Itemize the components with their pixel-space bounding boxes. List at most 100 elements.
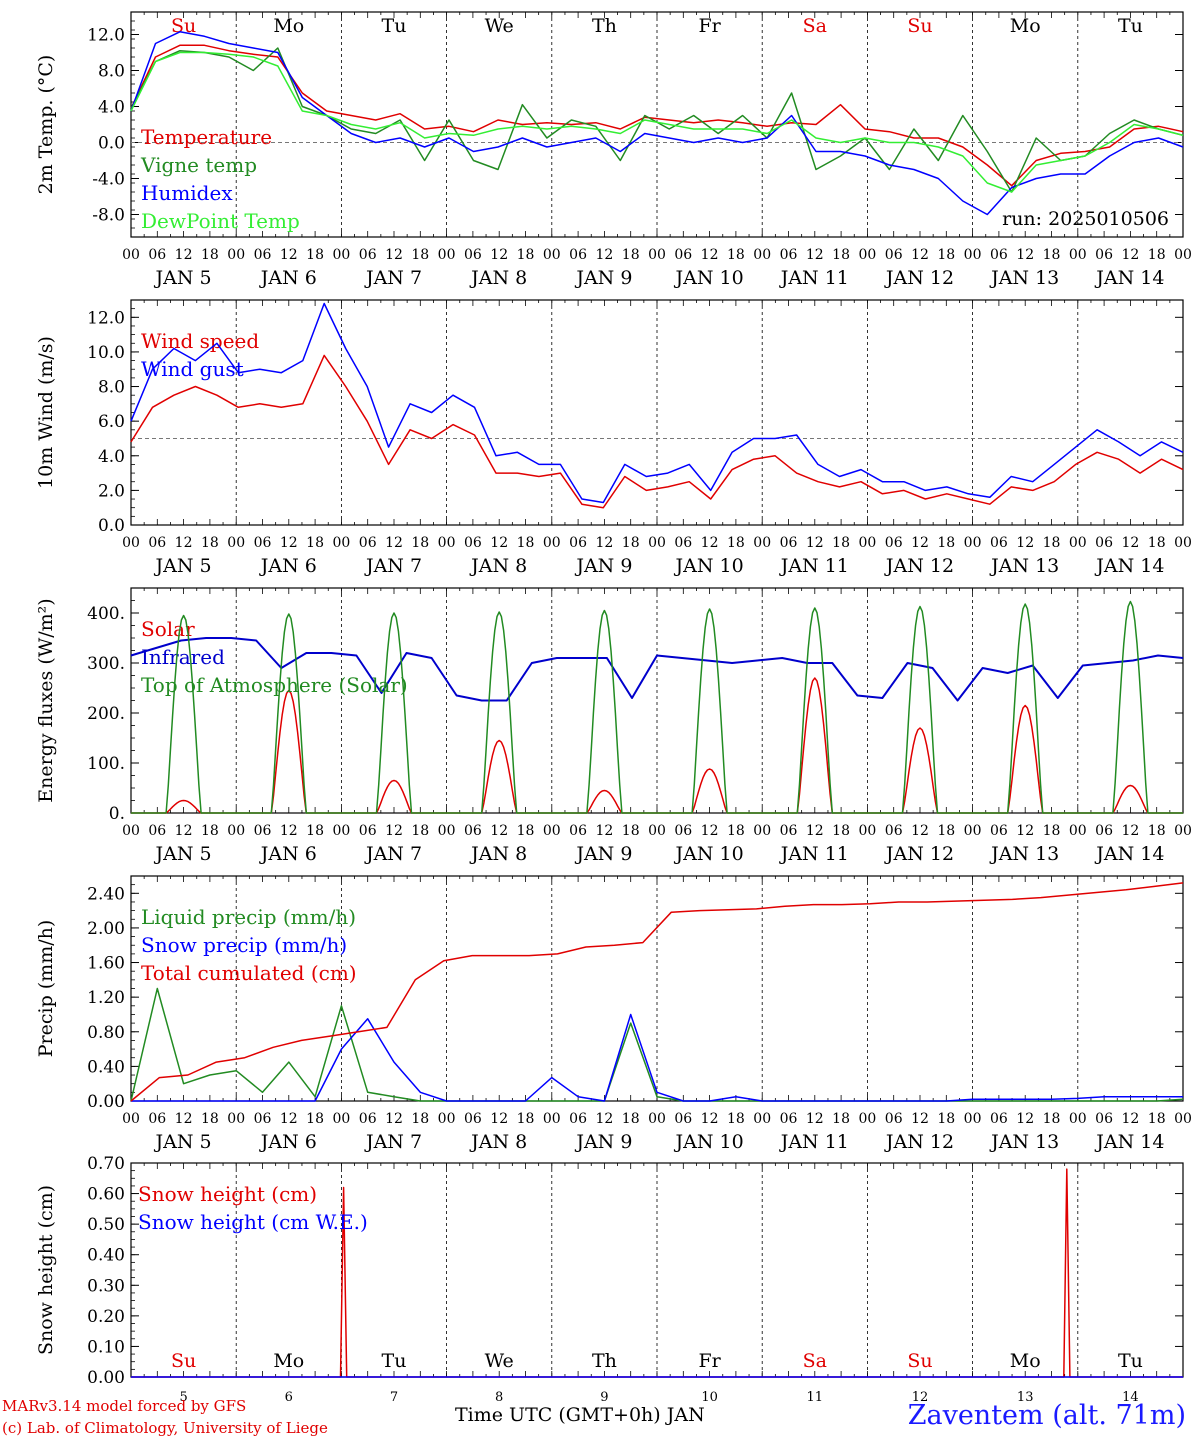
- hour-tick-label: 18: [411, 247, 429, 263]
- day-number-label: 12: [912, 1390, 929, 1405]
- hour-tick-label: 06: [1095, 535, 1113, 551]
- hour-tick-label: 06: [780, 1111, 798, 1127]
- hour-tick-label: 00: [438, 1111, 456, 1127]
- hour-tick-label: 00: [332, 823, 350, 839]
- hour-tick-label: 12: [1121, 247, 1139, 263]
- hour-tick-label: 12: [911, 1111, 929, 1127]
- y-tick-label: 400.: [87, 604, 125, 624]
- hour-tick-label: 00: [543, 535, 561, 551]
- hour-tick-label: 00: [858, 823, 876, 839]
- hour-tick-label: 00: [332, 1111, 350, 1127]
- hour-tick-label: 00: [122, 823, 140, 839]
- date-label: JAN 9: [574, 1131, 632, 1153]
- date-label: JAN 12: [884, 843, 954, 865]
- weekday-label: Th: [592, 1350, 617, 1372]
- hour-tick-label: 00: [1174, 1111, 1192, 1127]
- hour-tick-label: 18: [201, 535, 219, 551]
- date-label: JAN 9: [574, 555, 632, 577]
- panel-1: -8.0 -4.0 0.0 4.0 8.0 12.0 2m Temp. (°C) Su Mo Tu…: [35, 11, 1192, 289]
- hour-tick-label: 12: [595, 1111, 613, 1127]
- hour-tick-label: 18: [1043, 535, 1061, 551]
- hour-tick-label: 06: [990, 1111, 1008, 1127]
- hour-tick-label: 18: [1043, 823, 1061, 839]
- date-label: JAN 12: [884, 1131, 954, 1153]
- y-tick-label: 12.0: [87, 308, 125, 328]
- weekday-label: We: [485, 1350, 514, 1372]
- hour-tick-label: 06: [148, 535, 166, 551]
- hour-tick-label: 18: [937, 1111, 955, 1127]
- date-label: JAN 14: [1094, 267, 1164, 289]
- y-tick-label: -8.0: [92, 206, 125, 226]
- hour-tick-label: 00: [332, 535, 350, 551]
- hour-tick-label: 18: [832, 535, 850, 551]
- hour-tick-label: 18: [622, 535, 640, 551]
- hour-tick-label: 00: [438, 535, 456, 551]
- series-line-3: [130, 31, 1184, 216]
- panel-3: 0. 100. 200. 300. 400. Energy fluxes (W/m²) 00…: [35, 587, 1192, 865]
- hour-tick-label: 18: [1148, 247, 1166, 263]
- hour-tick-label: 06: [885, 823, 903, 839]
- hour-tick-label: 12: [911, 247, 929, 263]
- date-label: JAN 6: [259, 843, 317, 865]
- hour-tick-label: 06: [990, 247, 1008, 263]
- hour-tick-label: 18: [832, 823, 850, 839]
- series-line-3: [130, 882, 1184, 1102]
- weekday-label: We: [485, 15, 514, 37]
- hour-tick-label: 12: [385, 823, 403, 839]
- hour-tick-label: 00: [858, 1111, 876, 1127]
- hour-tick-label: 06: [674, 823, 692, 839]
- hour-tick-label: 18: [411, 823, 429, 839]
- series-line-2: [130, 637, 1184, 702]
- date-label: JAN 5: [154, 267, 212, 289]
- date-label: JAN 11: [779, 555, 849, 577]
- hour-tick-label: 06: [569, 247, 587, 263]
- hour-tick-label: 00: [858, 247, 876, 263]
- date-label: JAN 7: [364, 267, 422, 289]
- panel-5: 0.00 0.10 0.20 0.30 0.40 0.50 0.60 0.70 Snow hei…: [35, 1154, 1184, 1405]
- y-tick-label: 0.00: [87, 1368, 125, 1388]
- hour-tick-label: 12: [595, 535, 613, 551]
- hour-tick-label: 12: [175, 1111, 193, 1127]
- date-label: JAN 13: [989, 1131, 1059, 1153]
- hour-tick-label: 18: [517, 247, 535, 263]
- hour-tick-label: 00: [227, 247, 245, 263]
- hour-tick-label: 06: [254, 823, 272, 839]
- date-label: JAN 11: [779, 267, 849, 289]
- y-tick-label: 0.10: [87, 1337, 125, 1357]
- panel-4: 0.00 0.40 0.80 1.20 1.60 2.00 2.40 Precip (mm/h…: [35, 875, 1192, 1153]
- legend-entry: Top of Atmosphere (Solar): [141, 673, 408, 697]
- y-tick-label: 300.: [87, 654, 125, 674]
- legend-entry: DewPoint Temp: [141, 209, 300, 233]
- hour-tick-label: 12: [280, 1111, 298, 1127]
- y-tick-label: 100.: [87, 754, 125, 774]
- hour-tick-label: 12: [385, 247, 403, 263]
- hour-tick-label: 18: [622, 247, 640, 263]
- hour-tick-label: 06: [464, 823, 482, 839]
- hour-tick-label: 12: [385, 535, 403, 551]
- hour-tick-label: 18: [306, 823, 324, 839]
- hour-tick-label: 06: [674, 1111, 692, 1127]
- legend-entry: Wind gust: [141, 357, 244, 381]
- panel-frame: [130, 299, 1184, 526]
- hour-tick-label: 00: [122, 1111, 140, 1127]
- weekday-label: Su: [907, 15, 932, 37]
- hour-tick-label: 00: [648, 1111, 666, 1127]
- legend-entry: Total cumulated (cm): [141, 961, 357, 985]
- series-line-1: [130, 987, 1184, 1102]
- hour-tick-label: 18: [832, 1111, 850, 1127]
- hour-tick-label: 12: [701, 535, 719, 551]
- series-line-3: [131, 600, 1183, 814]
- day-number-label: 8: [495, 1390, 503, 1405]
- y-tick-label: 8.0: [98, 62, 125, 82]
- series-line-4: [130, 51, 1184, 193]
- series-line-2: [131, 1013, 1183, 1102]
- hour-tick-label: 00: [964, 823, 982, 839]
- day-number-label: 10: [701, 1390, 718, 1405]
- hour-tick-label: 18: [411, 535, 429, 551]
- hour-tick-label: 12: [490, 1111, 508, 1127]
- hour-tick-label: 18: [937, 247, 955, 263]
- weekday-label: Mo: [273, 1350, 304, 1372]
- weekday-label: Tu: [1118, 1350, 1143, 1372]
- y-tick-label: 0.50: [87, 1215, 125, 1235]
